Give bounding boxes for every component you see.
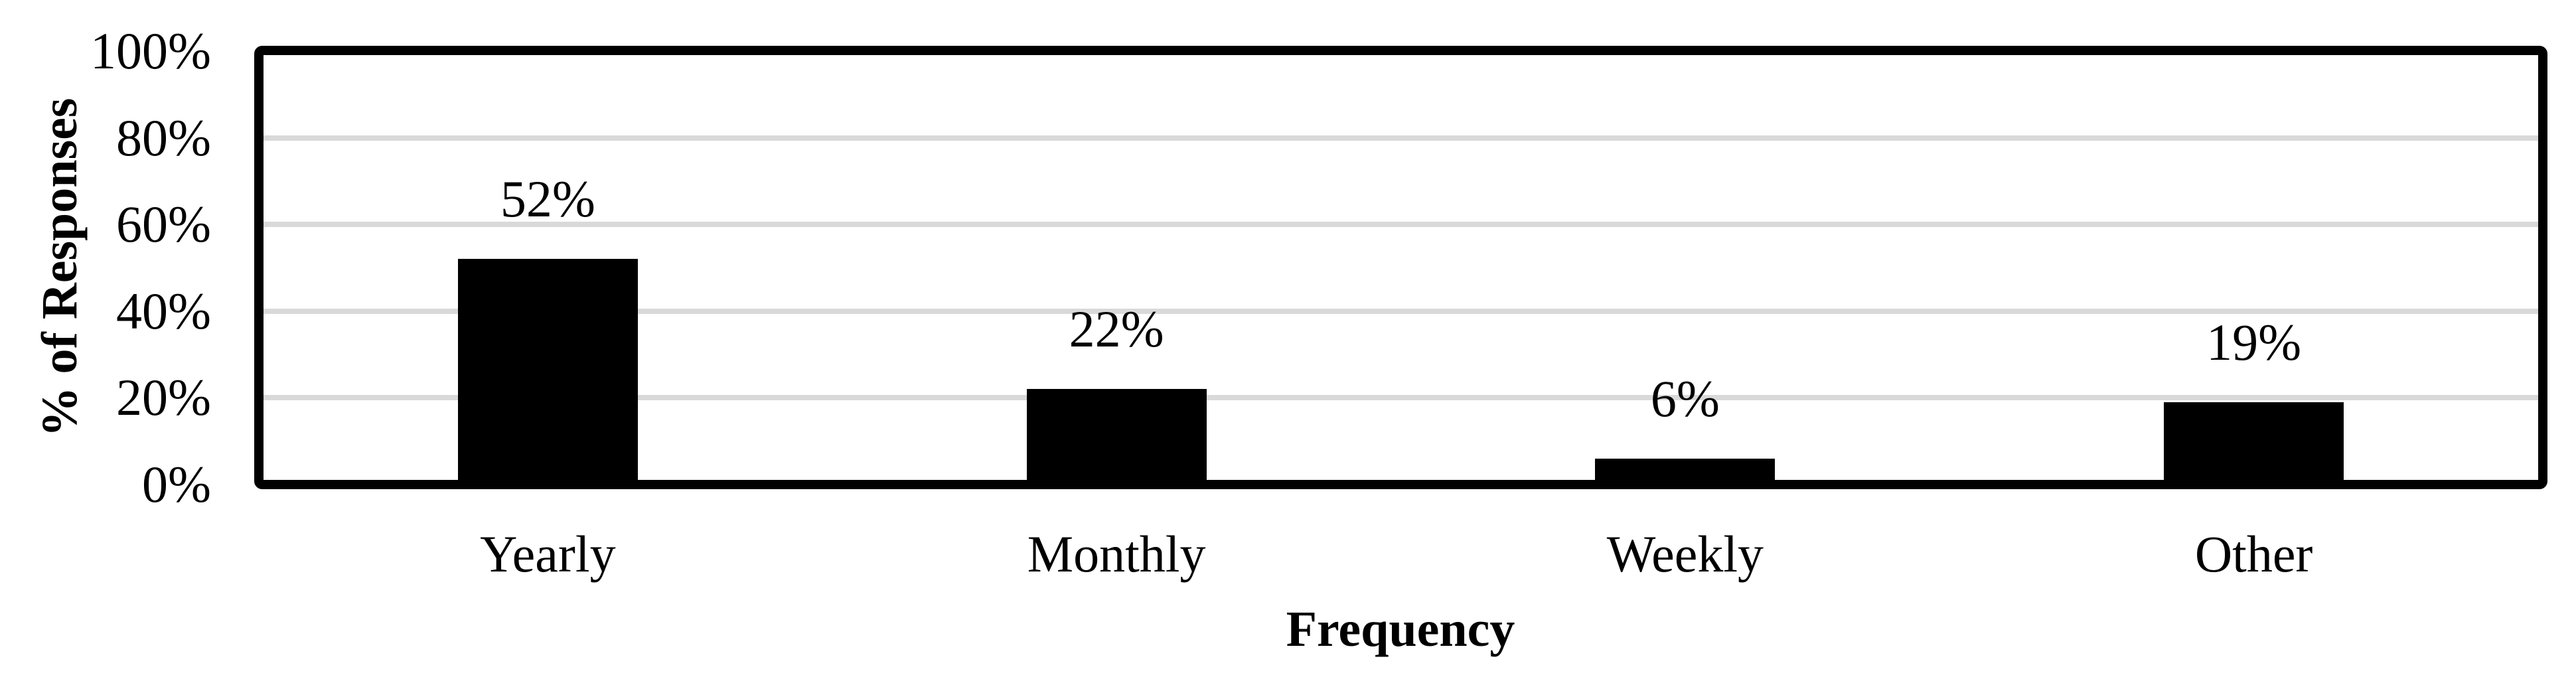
data-label-other: 19% — [2206, 313, 2302, 371]
category-label-other: Other — [2194, 525, 2313, 583]
gridline-40 — [264, 308, 2538, 314]
bar-weekly — [1595, 458, 1776, 480]
data-label-yearly: 52% — [500, 170, 595, 228]
y-tick-label-0: 0% — [142, 455, 211, 513]
y-tick-label-80: 80% — [116, 108, 211, 167]
category-label-weekly: Weekly — [1606, 525, 1764, 583]
y-tick-label-60: 60% — [116, 195, 211, 254]
category-label-monthly: Monthly — [1027, 525, 1206, 583]
bar-yearly — [457, 259, 638, 480]
y-tick-label-40: 40% — [116, 281, 211, 340]
bar-other — [2164, 402, 2344, 480]
gridline-60 — [264, 222, 2538, 228]
plot-area — [254, 46, 2547, 489]
data-label-monthly: 22% — [1069, 300, 1164, 358]
y-tick-label-100: 100% — [90, 22, 211, 80]
x-axis-title: Frequency — [1286, 601, 1515, 657]
gridline-80 — [264, 135, 2538, 141]
bar-monthly — [1026, 389, 1207, 480]
gridline-20 — [264, 395, 2538, 401]
category-label-yearly: Yearly — [480, 525, 616, 583]
data-label-weekly: 6% — [1650, 369, 1720, 427]
y-tick-label-20: 20% — [116, 368, 211, 427]
